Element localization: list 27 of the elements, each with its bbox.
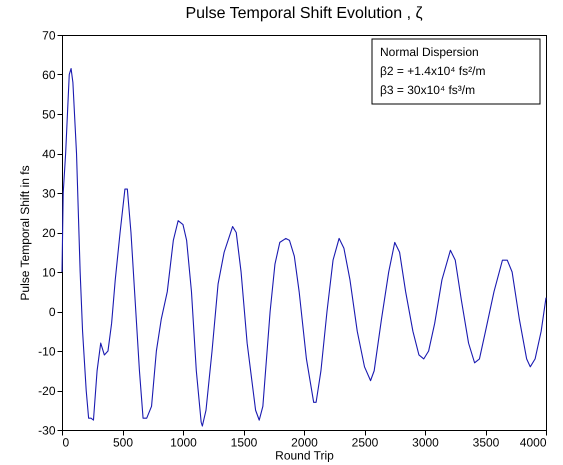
- y-axis-title: Pulse Temporal Shift in fs: [18, 165, 32, 301]
- y-tick-label: 70: [42, 28, 56, 42]
- chart-title: Pulse Temporal Shift Evolution , ζ: [185, 5, 423, 22]
- annotation: β2 = +1.4x10⁴ fs²/m: [380, 64, 486, 78]
- x-tick-label: 2500: [352, 436, 379, 450]
- y-tick-label: -10: [38, 344, 56, 358]
- y-tick-label: 10: [42, 266, 56, 280]
- x-tick-label: 1500: [230, 436, 258, 450]
- x-tick-label: 500: [112, 436, 134, 450]
- y-tick-label: 20: [42, 226, 56, 240]
- x-axis-title: Round Trip: [275, 448, 334, 462]
- y-tick-label: -30: [38, 424, 56, 438]
- annotation: Normal Dispersion: [380, 45, 479, 59]
- x-tick-label: 3500: [472, 436, 500, 450]
- x-tick-label: 2000: [291, 436, 318, 450]
- y-tick-label: 30: [42, 186, 56, 200]
- y-tick-label: 40: [42, 147, 56, 161]
- y-tick-label: 50: [42, 108, 56, 122]
- x-tick-label: 4000: [520, 436, 547, 450]
- x-tick-label: 0: [62, 436, 70, 450]
- y-tick-label: 0: [48, 305, 56, 319]
- y-tick-label: -20: [38, 384, 56, 398]
- x-tick-label: 1000: [170, 436, 198, 450]
- line-series: [61, 68, 547, 427]
- y-tick-label: 60: [42, 68, 56, 82]
- annotation: β3 = 30x10⁴ fs³/m: [380, 83, 476, 97]
- x-tick-label: 3000: [412, 436, 440, 450]
